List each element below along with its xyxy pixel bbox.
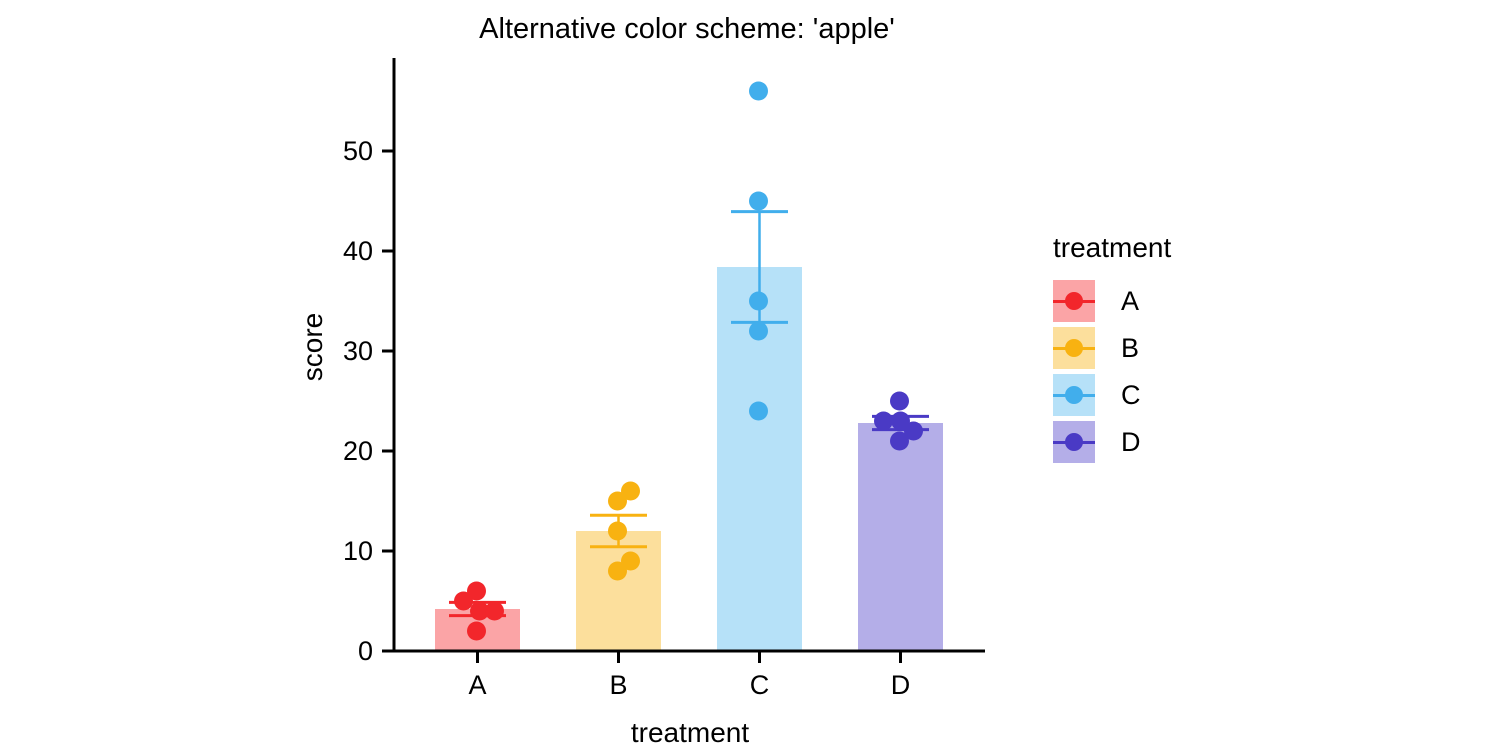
legend-key-dot-D <box>1065 433 1083 451</box>
point-B-1 <box>621 481 640 501</box>
x-tick-label-D: D <box>891 670 911 700</box>
point-A-4 <box>485 601 504 621</box>
point-A-3 <box>470 601 489 621</box>
point-C-2 <box>749 191 768 211</box>
y-tick-label-50: 50 <box>343 136 373 166</box>
legend-title: treatment <box>1053 232 1172 263</box>
plot-area: 0 10 20 30 40 50 A B C D <box>343 58 985 700</box>
y-tick-label-0: 0 <box>358 636 373 666</box>
legend-key-dot-C <box>1065 386 1083 404</box>
point-B-2 <box>608 491 627 511</box>
point-B-3 <box>608 521 627 541</box>
point-A-1 <box>467 581 486 601</box>
y-tick-label-20: 20 <box>343 436 373 466</box>
chart-title: Alternative color scheme: 'apple' <box>479 13 895 45</box>
legend-key-B <box>1053 327 1095 369</box>
legend-entry-B: B <box>1053 327 1171 369</box>
legend-key-dot-B <box>1065 339 1083 357</box>
point-D-1 <box>890 391 909 411</box>
y-axis-label: score <box>297 313 328 381</box>
point-C-4 <box>749 321 768 341</box>
point-D-3 <box>891 411 910 431</box>
point-B-4 <box>621 551 640 571</box>
legend-key-dot-A <box>1065 292 1083 310</box>
point-C-1 <box>749 81 768 101</box>
point-A-2 <box>454 591 473 611</box>
point-D-2 <box>874 411 893 431</box>
y-tick-label-30: 30 <box>343 336 373 366</box>
legend-label-B: B <box>1121 332 1140 363</box>
legend-label-A: A <box>1121 285 1140 316</box>
legend-label-D: D <box>1121 426 1141 457</box>
legend-key-D <box>1053 421 1095 463</box>
y-tick-label-10: 10 <box>343 536 373 566</box>
point-C-3 <box>749 291 768 311</box>
legend-key-A <box>1053 280 1095 322</box>
legend-entry-A: A <box>1053 280 1171 322</box>
bar-D <box>858 423 943 651</box>
x-tick-label-A: A <box>468 670 486 700</box>
legend-entry-C: C <box>1053 374 1171 416</box>
point-C-5 <box>749 401 768 421</box>
x-tick-label-B: B <box>609 670 627 700</box>
legend-key-C <box>1053 374 1095 416</box>
legend-label-C: C <box>1121 379 1141 410</box>
x-tick-label-C: C <box>750 670 770 700</box>
point-B-5 <box>608 561 627 581</box>
point-A-5 <box>467 621 486 641</box>
point-D-4 <box>904 421 923 441</box>
point-D-5 <box>890 431 909 451</box>
x-axis-label: treatment <box>631 717 749 748</box>
bar-B <box>576 531 661 651</box>
legend-entry-D: D <box>1053 421 1171 463</box>
y-tick-label-40: 40 <box>343 236 373 266</box>
